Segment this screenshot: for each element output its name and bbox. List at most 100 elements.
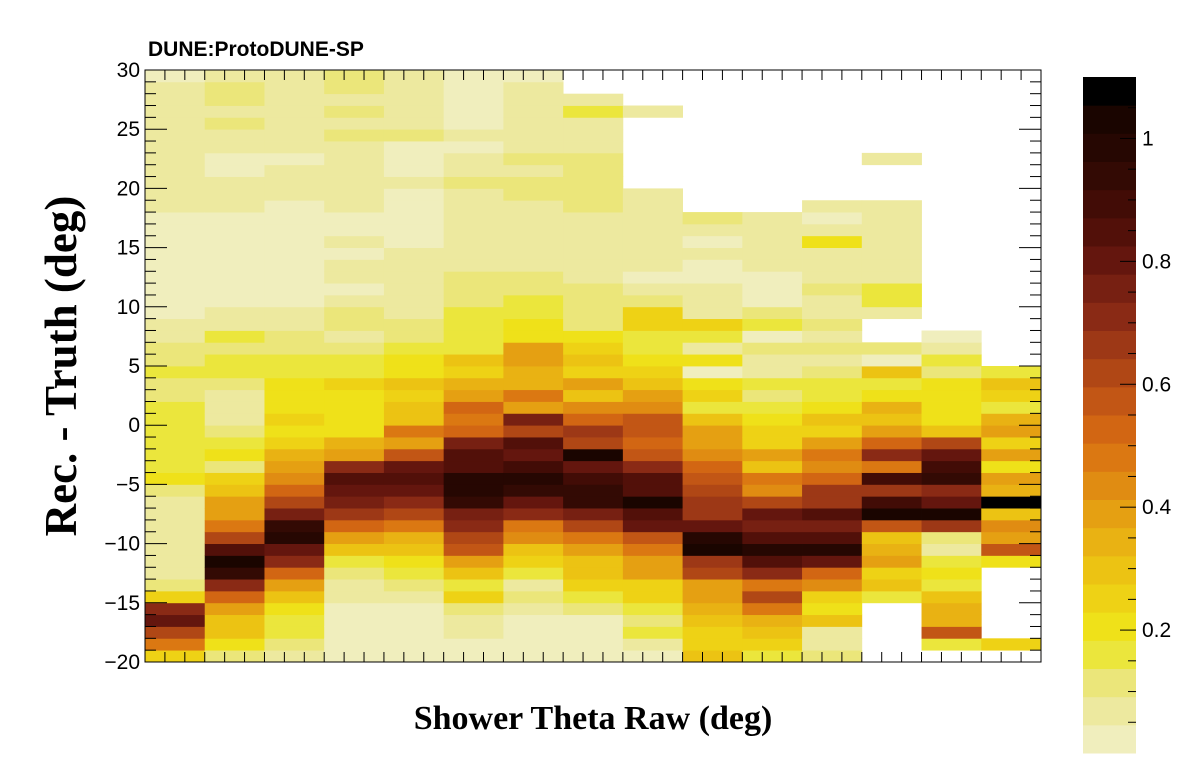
heatmap-cell [503, 271, 564, 284]
heatmap-cell [622, 389, 683, 402]
heatmap-cell [204, 105, 265, 118]
heatmap-cell [861, 579, 922, 592]
heatmap-cell [383, 519, 445, 533]
heatmap-cell [622, 188, 683, 201]
heatmap-cell [503, 401, 564, 414]
heatmap-cell [145, 590, 206, 604]
heatmap-cell [682, 579, 743, 592]
heatmap-cell [861, 448, 922, 462]
colorbar-segment [1083, 330, 1136, 360]
heatmap-cell [742, 567, 803, 580]
heatmap-cell [563, 377, 624, 391]
heatmap-cell [622, 448, 683, 462]
heatmap-cell [264, 425, 325, 438]
heatmap-cell [622, 401, 683, 414]
heatmap-cell [264, 330, 325, 343]
heatmap-cell [861, 377, 922, 391]
heatmap-cell [324, 437, 385, 450]
heatmap-cell [563, 555, 624, 568]
heatmap-cell [563, 401, 624, 414]
heatmap-cell [145, 543, 206, 556]
heatmap-cell [981, 425, 1042, 438]
heatmap-cell [921, 342, 982, 355]
heatmap-cell [861, 567, 922, 580]
heatmap-cell [503, 567, 564, 580]
heatmap-cell [861, 425, 922, 438]
heatmap-cell [682, 401, 743, 414]
colorbar-segment [1083, 443, 1136, 472]
heatmap-cell [861, 342, 922, 355]
heatmap-cell [503, 70, 564, 83]
heatmap-cell [981, 496, 1042, 509]
heatmap-cell [383, 330, 445, 343]
heatmap-cell [861, 543, 922, 556]
heatmap-cell [742, 484, 803, 497]
heatmap-cell [802, 330, 863, 343]
heatmap-cell [742, 638, 803, 651]
heatmap-cell [443, 271, 504, 284]
heatmap-cell [981, 508, 1042, 521]
heatmap-cell [264, 164, 325, 177]
heatmap-cell [742, 519, 803, 533]
heatmap-cell [563, 93, 624, 106]
heatmap-cell [921, 602, 982, 616]
colorbar-segment [1083, 358, 1136, 388]
heatmap-cell [622, 223, 683, 237]
heatmap-cell [443, 543, 504, 556]
heatmap-cell [503, 472, 564, 485]
heatmap-cell [563, 294, 624, 308]
heatmap-cell [145, 425, 206, 438]
heatmap-cell [443, 425, 504, 438]
heatmap-cell [204, 531, 265, 544]
heatmap-cell [383, 200, 445, 213]
colorbar-segment [1083, 105, 1136, 134]
heatmap-cell [861, 590, 922, 604]
heatmap-cell [443, 626, 504, 639]
colorbar-segment [1083, 217, 1136, 247]
heatmap-cell [563, 271, 624, 284]
heatmap-cell [563, 389, 624, 402]
heatmap-cell [383, 437, 445, 450]
heatmap-cell [264, 650, 325, 663]
colorbar-segment [1083, 386, 1136, 416]
heatmap-cell [204, 460, 265, 473]
heatmap-cell [324, 318, 385, 331]
heatmap-cell [383, 283, 445, 296]
heatmap-cell [145, 354, 206, 367]
heatmap-cell [802, 306, 863, 320]
heatmap-cell [204, 590, 265, 604]
heatmap-cell [264, 626, 325, 639]
heatmap-cell [503, 141, 564, 154]
heatmap-cell [861, 306, 922, 320]
heatmap-cell [204, 437, 265, 450]
heatmap-cell [682, 650, 743, 663]
heatmap-cell [503, 318, 564, 331]
heatmap-cell [802, 200, 863, 213]
heatmap-cell [861, 519, 922, 533]
heatmap-cell [264, 141, 325, 154]
heatmap-cell [742, 354, 803, 367]
heatmap-cell [563, 543, 624, 556]
heatmap-cell [622, 543, 683, 556]
heatmap-cell [383, 129, 445, 142]
heatmap-cell [802, 354, 863, 367]
heatmap-cell [443, 366, 504, 379]
heatmap-cell [443, 129, 504, 142]
heatmap-cell [324, 117, 385, 130]
heatmap-cell [563, 223, 624, 237]
heatmap-cell [383, 460, 445, 473]
heatmap-cell [383, 223, 445, 237]
heatmap-cell [682, 212, 743, 225]
colorbar-segment [1083, 246, 1136, 275]
heatmap-cell [981, 484, 1042, 497]
heatmap-cell [145, 531, 206, 544]
heatmap-cell [264, 306, 325, 320]
heatmap-cell [682, 377, 743, 391]
heatmap-cell [622, 200, 683, 213]
heatmap-cell [145, 200, 206, 213]
heatmap-cell [145, 579, 206, 592]
heatmap-cell [622, 235, 683, 248]
heatmap-cell [443, 496, 504, 509]
heatmap-cell [324, 602, 385, 616]
